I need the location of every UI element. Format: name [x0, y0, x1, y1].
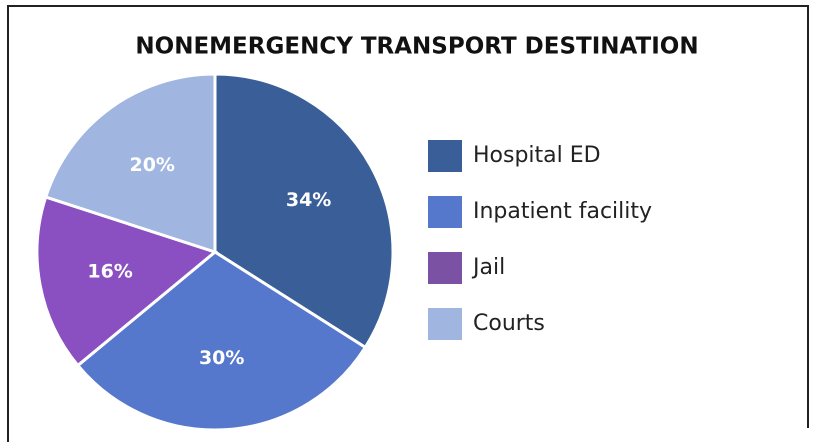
legend-swatch — [428, 252, 462, 284]
pie-slice — [43, 72, 217, 255]
legend-label: Courts — [473, 311, 545, 336]
slice-label: 20% — [129, 154, 174, 176]
legend-swatch — [428, 140, 462, 172]
slice-label: 30% — [199, 347, 244, 369]
legend-label: Hospital ED — [473, 143, 601, 168]
slice-label: 34% — [286, 189, 331, 211]
slice-label: 16% — [87, 261, 132, 283]
frame — [7, 5, 809, 442]
legend-swatch — [428, 308, 462, 340]
pie-slice — [75, 250, 368, 432]
legend-swatch — [428, 196, 462, 228]
chart-title: NONEMERGENCY TRANSPORT DESTINATION — [135, 34, 698, 60]
legend-label: Inpatient facility — [473, 199, 652, 224]
legend-label: Jail — [471, 255, 505, 280]
